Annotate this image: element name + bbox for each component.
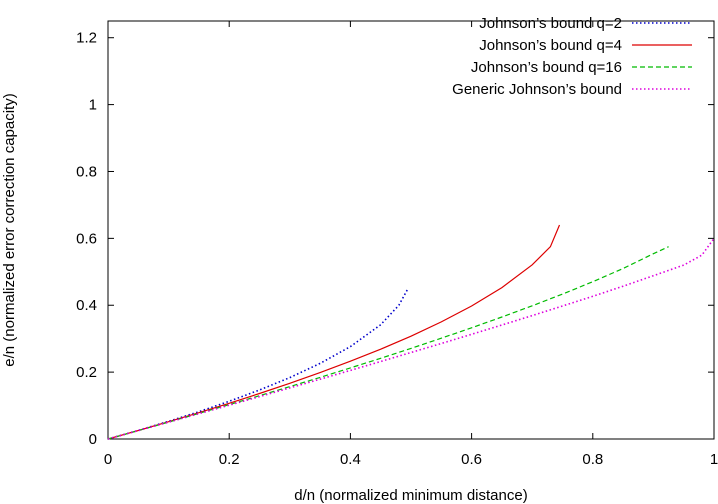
x-tick-label: 0.6 bbox=[461, 451, 482, 468]
series-line-3 bbox=[107, 246, 669, 440]
series-line-2 bbox=[107, 224, 561, 440]
series-line-4 bbox=[107, 237, 715, 440]
x-tick-label: 1 bbox=[710, 451, 718, 468]
legend-label-1: Johnson’s bound q=2 bbox=[479, 15, 622, 32]
x-axis-label: d/n (normalized minimum distance) bbox=[294, 487, 527, 504]
x-tick-label: 0.2 bbox=[219, 451, 240, 468]
y-tick-label: 1 bbox=[89, 97, 97, 114]
legend: Johnson’s bound q=2 Johnson’s bound q=4 Jo… bbox=[452, 15, 692, 98]
y-tick-label: 0.4 bbox=[76, 297, 97, 314]
x-tick-label: 0.8 bbox=[582, 451, 603, 468]
y-axis-label: e/n (normalized error correction capacit… bbox=[1, 93, 18, 366]
x-tick-label: 0.4 bbox=[340, 451, 361, 468]
legend-label-4: Generic Johnson’s bound bbox=[452, 81, 622, 98]
y-tick-label: 0 bbox=[89, 431, 97, 448]
legend-label-3: Johnson’s bound q=16 bbox=[471, 59, 622, 76]
y-tick-label: 0.2 bbox=[76, 364, 97, 381]
y-tick-label: 1.2 bbox=[76, 30, 97, 47]
plot-area bbox=[107, 20, 715, 440]
series-lines bbox=[107, 224, 715, 440]
axis-ticks: 0 0.2 0.4 0.6 0.8 1 0 0.2 0.4 0.6 0.8 1 1.2 bbox=[76, 21, 718, 468]
x-tick-label: 0 bbox=[104, 451, 112, 468]
y-tick-label: 0.8 bbox=[76, 163, 97, 180]
y-tick-label: 0.6 bbox=[76, 230, 97, 247]
legend-label-2: Johnson’s bound q=4 bbox=[479, 37, 622, 54]
